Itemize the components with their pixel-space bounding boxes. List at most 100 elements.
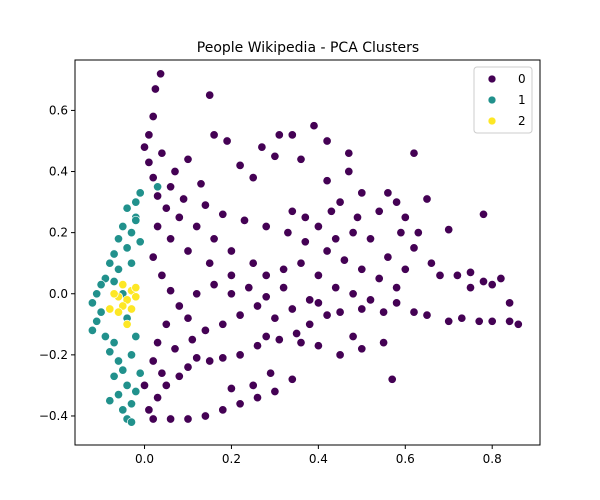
point-cluster-0 [444,225,454,235]
point-cluster-0 [313,298,323,308]
point-cluster-0 [357,188,367,198]
y-axis: −0.4 −0.2 0.0 0.2 0.4 0.6 [39,103,75,423]
point-cluster-1 [113,356,124,366]
point-cluster-0 [413,228,423,238]
point-cluster-0 [196,179,206,189]
point-cluster-0 [305,295,315,305]
point-cluster-0 [465,283,476,293]
point-cluster-0 [266,368,276,378]
point-cluster-0 [170,166,180,177]
legend-marker-0 [487,74,497,84]
point-cluster-0 [335,197,345,207]
point-cluster-0 [252,341,263,351]
point-cluster-1 [105,258,115,268]
point-cluster-0 [192,221,202,232]
point-cluster-0 [344,148,354,158]
point-cluster-0 [226,383,236,394]
y-tick-label: 0.0 [49,287,68,301]
point-cluster-0 [379,307,389,317]
point-cluster-0 [409,243,419,253]
point-cluster-0 [274,335,284,345]
point-cluster-0 [192,353,202,363]
point-cluster-0 [174,212,184,222]
point-cluster-1 [131,331,141,342]
point-cluster-0 [457,313,467,323]
point-cluster-0 [200,411,210,421]
point-cluster-0 [161,380,171,390]
point-cluster-0 [218,319,228,329]
point-cluster-0 [335,307,345,317]
point-cluster-0 [205,90,215,100]
point-cluster-0 [239,215,250,225]
point-cluster-1 [96,307,106,317]
point-cluster-0 [409,148,419,158]
x-tick-label: 0.0 [135,452,154,466]
point-cluster-0 [157,148,167,158]
point-cluster-0 [261,270,271,280]
point-cluster-0 [226,270,236,280]
point-cluster-0 [183,313,193,323]
point-cluster-0 [444,316,454,326]
point-cluster-0 [305,319,315,329]
point-cluster-0 [331,234,341,244]
point-cluster-1 [131,215,141,225]
legend: 0 1 2 [473,66,533,134]
point-cluster-1 [131,386,141,397]
point-cluster-0 [331,283,341,293]
legend-marker-2 [487,116,497,126]
point-cluster-0 [348,228,358,238]
y-tick-label: 0.4 [49,165,68,179]
x-axis: 0.0 0.2 0.4 0.6 0.8 [135,445,502,466]
point-cluster-0 [166,414,176,424]
point-cluster-0 [300,237,310,247]
point-cluster-1 [109,371,119,381]
point-cluster-0 [183,414,193,424]
point-cluster-0 [287,304,297,314]
y-tick-label: 0.6 [49,103,68,117]
legend-box [473,66,533,134]
point-cluster-0 [166,286,176,296]
point-cluster-1 [96,280,106,290]
point-cluster-0 [322,176,332,186]
point-cluster-0 [270,313,280,323]
point-cluster-0 [339,255,349,265]
point-cluster-1 [118,221,128,232]
point-cluster-0 [313,221,323,232]
point-cluster-0 [274,130,284,140]
point-cluster-0 [183,246,193,256]
point-cluster-0 [344,166,354,177]
point-cluster-1 [118,405,128,415]
point-cluster-0 [383,188,393,198]
point-cluster-0 [222,136,232,146]
point-cluster-1 [153,182,163,192]
point-cluster-1 [105,396,115,406]
point-cluster-0 [309,121,319,131]
point-cluster-2 [122,319,132,329]
point-cluster-0 [279,264,289,274]
point-cluster-0 [144,405,154,415]
point-cluster-0 [357,344,367,354]
point-cluster-0 [287,130,297,140]
point-cluster-1 [122,243,132,253]
point-cluster-1 [126,228,137,238]
point-cluster-0 [383,252,393,262]
point-cluster-0 [300,212,310,222]
point-cluster-1 [131,197,141,207]
point-cluster-0 [292,328,302,339]
point-cluster-0 [153,221,163,232]
point-cluster-0 [396,228,406,238]
point-cluster-1 [109,338,119,348]
point-cluster-0 [218,209,228,219]
point-cluster-0 [218,353,228,363]
point-cluster-1 [122,203,132,213]
point-cluster-0 [187,335,197,345]
point-cluster-0 [287,374,297,384]
point-cluster-1 [135,188,145,198]
point-cluster-0 [174,371,184,381]
point-cluster-0 [352,212,363,222]
point-cluster-0 [209,130,219,140]
point-cluster-1 [109,276,119,287]
point-cluster-0 [170,344,180,354]
point-cluster-0 [248,173,258,183]
